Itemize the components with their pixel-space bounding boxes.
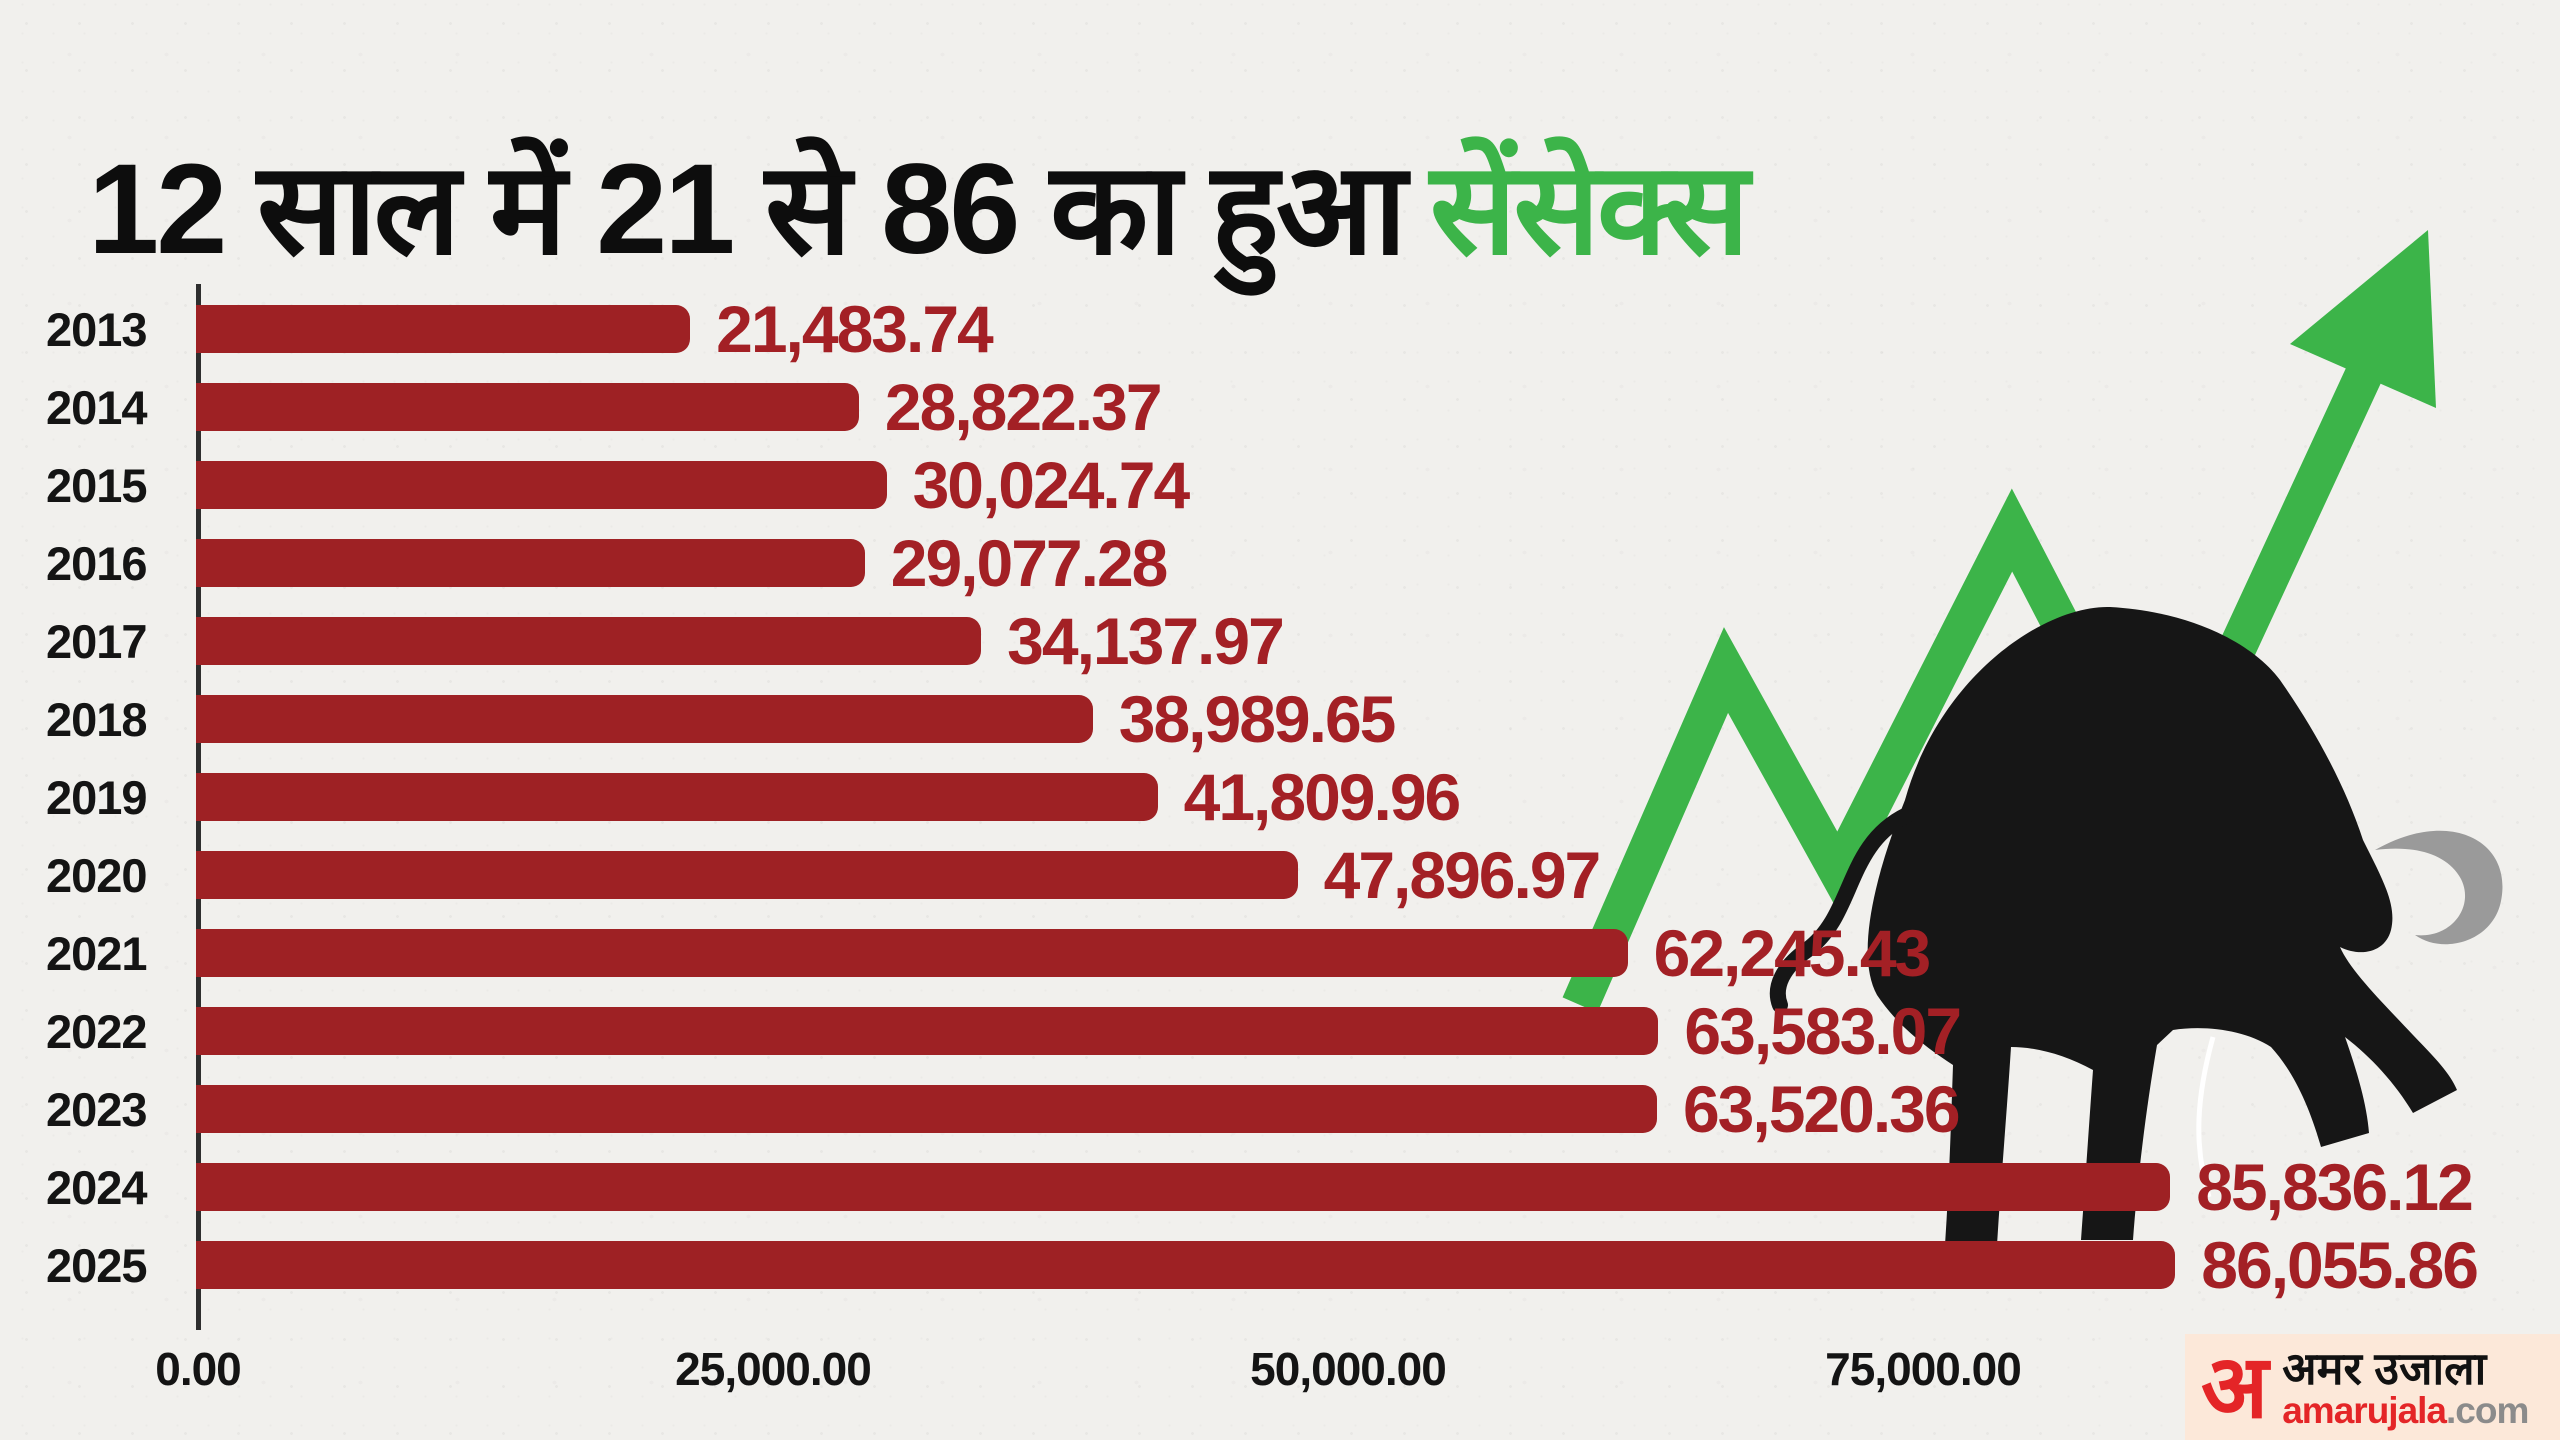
- value-label: 85,836.12: [2196, 1150, 2474, 1224]
- amar-ujala-logo: अ अमर उजाला amarujala.com: [2185, 1334, 2560, 1440]
- title-text: 12 साल में 21 से 86 का हुआ: [88, 137, 1407, 281]
- year-label: 2023: [46, 1082, 148, 1136]
- bar-row: 2021 62,245.43: [46, 914, 2496, 992]
- bar-track: 41,809.96: [196, 764, 2496, 830]
- bar-row: 2018 38,989.65: [46, 680, 2496, 758]
- value-bar: [196, 773, 1158, 821]
- value-bar: [196, 851, 1298, 899]
- value-label: 34,137.97: [1007, 604, 1285, 678]
- year-label: 2016: [46, 536, 148, 590]
- bar-track: 62,245.43: [196, 920, 2496, 986]
- bull-icon: [1769, 606, 2503, 1245]
- value-bar: [196, 539, 865, 587]
- year-label: 2021: [46, 926, 148, 980]
- bar-row: 2019 41,809.96: [46, 758, 2496, 836]
- x-axis-tick: 25,000.00: [675, 1343, 872, 1395]
- value-label: 63,520.36: [1682, 1072, 1961, 1146]
- bar-track: 34,137.97: [196, 608, 2496, 674]
- bar-row: 2014 28,822.37: [46, 368, 2496, 446]
- value-bar: [196, 1241, 2176, 1289]
- bar-track: 21,483.74: [196, 296, 2496, 362]
- bar-track: 86,055.86: [196, 1232, 2496, 1298]
- value-bar: [196, 617, 982, 665]
- logo-domain-tld: .com: [2446, 1390, 2529, 1432]
- year-label: 2017: [46, 614, 148, 668]
- bar-track: 28,822.37: [196, 374, 2496, 440]
- value-label: 28,822.37: [884, 370, 1163, 444]
- bar-row: 2023 63,520.36: [46, 1070, 2496, 1148]
- bar-row: 2016 29,077.28: [46, 524, 2496, 602]
- x-axis-tick: 75,000.00: [1825, 1343, 2022, 1395]
- bar-row: 2017 34,137.97: [46, 602, 2496, 680]
- page-title: 12 साल में 21 से 86 का हुआ सेंसेक्स: [88, 124, 1750, 297]
- logo-name-hindi: अमर उजाला: [2282, 1342, 2487, 1394]
- value-bar: [196, 461, 887, 509]
- value-label: 21,483.74: [716, 292, 994, 366]
- year-label: 2025: [46, 1238, 148, 1292]
- title-highlight-sensex: सेंसेक्स: [1429, 137, 1750, 281]
- value-label: 63,583.07: [1684, 994, 1962, 1068]
- value-bar: [196, 929, 1628, 977]
- logo-domain-name: amarujala: [2282, 1390, 2447, 1432]
- bar-row: 2024 85,836.12: [46, 1148, 2496, 1226]
- value-bar: [196, 1163, 2171, 1211]
- value-bar: [196, 383, 859, 431]
- year-label: 2018: [46, 692, 148, 746]
- logo-domain: amarujala.com: [2282, 1390, 2529, 1432]
- sensex-bar-chart: 2013 21,483.74 2014 28,822.37 2015 30,02…: [46, 290, 2496, 1304]
- value-bar: [196, 305, 691, 353]
- year-label: 2020: [46, 848, 148, 902]
- bar-track: 29,077.28: [196, 530, 2496, 596]
- bar-track: 63,583.07: [196, 998, 2496, 1064]
- bar-row: 2013 21,483.74: [46, 290, 2496, 368]
- year-label: 2024: [46, 1160, 148, 1214]
- value-label: 29,077.28: [890, 526, 1169, 600]
- value-label: 38,989.65: [1118, 682, 1397, 756]
- year-label: 2022: [46, 1004, 148, 1058]
- value-bar: [196, 1085, 1657, 1133]
- logo-mark: अ: [2201, 1337, 2269, 1437]
- bar-track: 47,896.97: [196, 842, 2496, 908]
- year-label: 2015: [46, 458, 148, 512]
- value-label: 62,245.43: [1653, 916, 1932, 990]
- bar-track: 63,520.36: [196, 1076, 2496, 1142]
- value-bar: [196, 695, 1093, 743]
- x-axis-tick: 0.00: [155, 1343, 242, 1395]
- bar-track: 85,836.12: [196, 1154, 2496, 1220]
- value-label: 30,024.74: [912, 448, 1191, 522]
- x-axis-tick: 50,000.00: [1250, 1343, 1447, 1395]
- value-label: 41,809.96: [1183, 760, 1462, 834]
- bar-track: 30,024.74: [196, 452, 2496, 518]
- value-bar: [196, 1007, 1659, 1055]
- year-label: 2013: [46, 302, 148, 356]
- value-label: 86,055.86: [2201, 1228, 2479, 1302]
- year-label: 2014: [46, 380, 148, 434]
- x-axis: 0.00 25,000.00 50,000.00 75,000.00: [155, 1342, 2498, 1402]
- value-label: 47,896.97: [1323, 838, 1602, 912]
- bar-track: 38,989.65: [196, 686, 2496, 752]
- bar-row: 2025 86,055.86: [46, 1226, 2496, 1304]
- year-label: 2019: [46, 770, 148, 824]
- bar-row: 2020 47,896.97: [46, 836, 2496, 914]
- bar-row: 2022 63,583.07: [46, 992, 2496, 1070]
- logo-text: अमर उजाला amarujala.com: [2282, 1342, 2529, 1432]
- bar-row: 2015 30,024.74: [46, 446, 2496, 524]
